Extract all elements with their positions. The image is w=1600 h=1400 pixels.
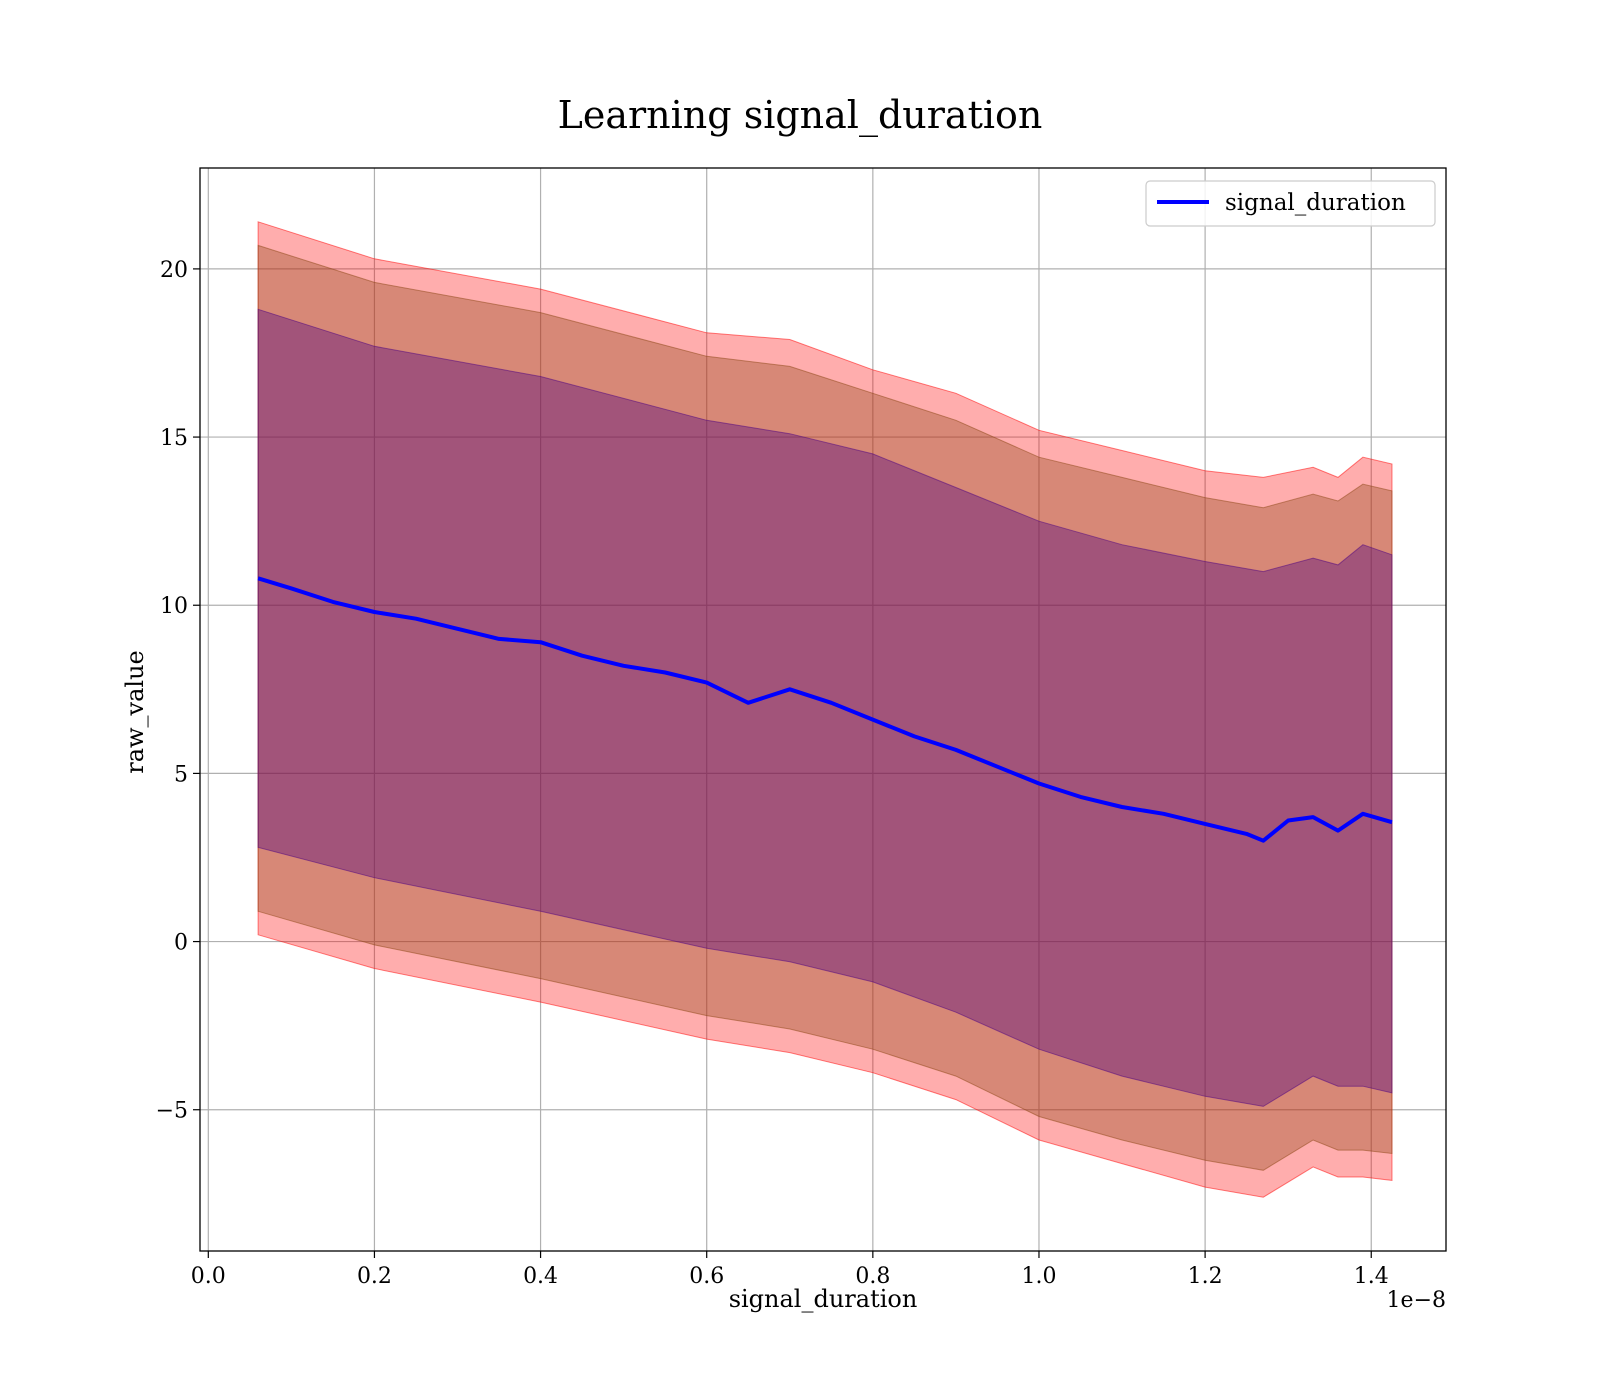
x-tick-label: 0.6	[689, 1264, 724, 1289]
y-axis: −5 0 5 10 15 20	[156, 258, 200, 1124]
legend-box	[1145, 180, 1436, 227]
y-gridlines	[200, 268, 1446, 1111]
y-axis-label: raw_value	[121, 650, 149, 774]
x-tick-label: 1.2	[1188, 1264, 1223, 1289]
band-outer	[257, 221, 1393, 1198]
plot-background	[200, 168, 1446, 1251]
y-tick-label: −5	[156, 1099, 188, 1124]
x-gridlines	[207, 168, 1372, 1251]
x-axis-offset-text: 1e−8	[1387, 1288, 1446, 1313]
legend-label-signal-duration: signal_duration	[1225, 190, 1406, 216]
x-tick-label: 1.4	[1354, 1264, 1389, 1289]
y-tick-label: 0	[174, 931, 188, 956]
x-tick-label: 1.0	[1021, 1264, 1056, 1289]
band-middle	[257, 244, 1393, 1171]
x-tick-label: 0.0	[191, 1264, 226, 1289]
x-tick-label: 0.8	[855, 1264, 890, 1289]
y-tick-label: 10	[160, 594, 188, 619]
plot-frame	[199, 167, 1447, 1252]
y-tick-label: 15	[160, 426, 188, 451]
series-lines	[257, 576, 1393, 843]
x-axis-label: signal_duration	[729, 1285, 918, 1313]
x-tick-label: 0.2	[357, 1264, 392, 1289]
y-tick-label: 20	[160, 258, 188, 283]
x-axis: 0.0 0.2 0.4 0.6 0.8 1.0 1.2 1.4	[191, 1251, 1389, 1289]
band-inner	[257, 308, 1393, 1107]
legend: signal_duration	[1145, 180, 1436, 227]
x-tick-label: 0.4	[523, 1264, 558, 1289]
series-line-signal-duration	[257, 576, 1393, 843]
plot-area	[199, 167, 1447, 1252]
confidence-bands	[257, 221, 1393, 1198]
chart-title: Learning signal_duration	[558, 93, 1043, 138]
y-tick-label: 5	[174, 762, 188, 787]
